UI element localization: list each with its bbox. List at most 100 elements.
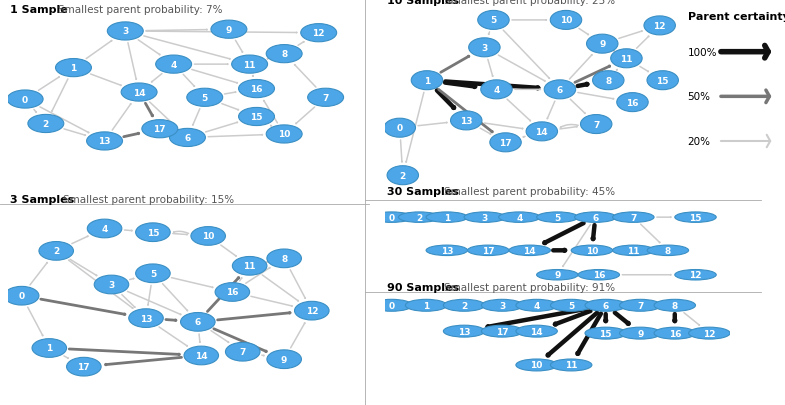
Text: 16: 16 [669,329,681,338]
Circle shape [481,325,523,337]
Text: 3: 3 [108,280,115,289]
Circle shape [87,220,122,238]
Circle shape [516,325,557,337]
Text: 4: 4 [517,213,523,222]
Text: 8: 8 [281,50,287,59]
Circle shape [550,11,582,30]
Text: 9: 9 [554,271,560,279]
Circle shape [371,212,412,223]
Text: 8: 8 [672,301,678,310]
Circle shape [267,350,301,369]
Text: 10: 10 [531,360,542,369]
Text: 12: 12 [689,271,702,279]
Text: 15: 15 [689,213,702,222]
Text: 1 Sample: 1 Sample [10,4,68,15]
Text: 6: 6 [603,301,609,310]
Text: 11: 11 [243,262,256,271]
Circle shape [371,300,412,311]
Circle shape [411,72,443,90]
Circle shape [426,245,468,256]
Circle shape [654,327,696,339]
Text: 13: 13 [458,327,470,336]
Circle shape [444,300,485,311]
Text: 13: 13 [140,314,152,323]
Circle shape [7,91,43,109]
Circle shape [688,327,730,339]
Circle shape [575,212,616,223]
Text: 1: 1 [71,64,77,73]
Text: 15: 15 [147,228,159,237]
Circle shape [675,270,716,280]
Text: 6: 6 [195,318,201,326]
Circle shape [39,242,74,260]
Text: 16: 16 [626,98,639,107]
Circle shape [129,309,163,328]
Circle shape [617,94,648,112]
Text: 10 Samples: 10 Samples [387,0,459,6]
Text: 4: 4 [170,60,177,69]
Text: 12: 12 [312,29,325,38]
Text: 0: 0 [22,95,28,104]
Circle shape [56,60,91,77]
Text: 6: 6 [557,85,563,95]
Text: 7: 7 [630,213,637,222]
Circle shape [232,257,267,275]
Circle shape [550,359,592,371]
Text: 13: 13 [440,246,453,255]
Circle shape [444,325,485,337]
Circle shape [94,275,129,294]
Circle shape [184,346,218,365]
Text: 1: 1 [424,77,430,85]
Circle shape [654,300,696,311]
Text: 5: 5 [202,94,208,102]
Circle shape [232,56,268,74]
Text: 1: 1 [46,344,53,353]
Circle shape [498,212,540,223]
Circle shape [516,300,557,311]
Text: 20%: 20% [688,137,710,147]
Circle shape [593,72,624,90]
Circle shape [526,123,557,141]
Circle shape [266,126,302,144]
Circle shape [550,300,592,311]
Text: 17: 17 [154,125,166,134]
Text: 12: 12 [305,307,318,315]
Text: 9: 9 [637,329,644,338]
Circle shape [612,212,654,223]
Text: 9: 9 [599,40,605,49]
Text: 30 Samples: 30 Samples [387,187,459,197]
Circle shape [647,72,678,90]
Text: 4: 4 [101,224,108,233]
Circle shape [478,11,509,30]
Circle shape [578,270,619,280]
Circle shape [136,223,170,242]
Circle shape [155,56,192,74]
Text: Smallest parent probability: 45%: Smallest parent probability: 45% [444,187,615,197]
Circle shape [121,84,157,102]
Circle shape [644,17,675,36]
Text: 4: 4 [534,301,540,310]
Text: 10: 10 [278,130,290,139]
Circle shape [170,129,206,147]
Text: 5: 5 [554,213,560,222]
Text: Parent certainty: Parent certainty [688,12,785,22]
Circle shape [399,212,440,223]
Text: 15: 15 [600,329,612,338]
Circle shape [5,287,39,305]
Text: 0: 0 [389,301,395,310]
Text: 16: 16 [593,271,605,279]
Text: 17: 17 [496,327,509,336]
Circle shape [181,313,215,331]
Circle shape [509,245,550,256]
Text: 9: 9 [226,26,232,34]
Circle shape [108,23,143,41]
Text: 100%: 100% [688,48,717,58]
Text: 16: 16 [226,288,239,297]
Circle shape [266,45,302,64]
Circle shape [387,166,418,185]
Text: 14: 14 [531,327,543,336]
Text: 14: 14 [133,88,145,97]
Text: 12: 12 [653,22,666,31]
Text: 5: 5 [491,16,497,26]
Text: 15: 15 [656,77,669,85]
